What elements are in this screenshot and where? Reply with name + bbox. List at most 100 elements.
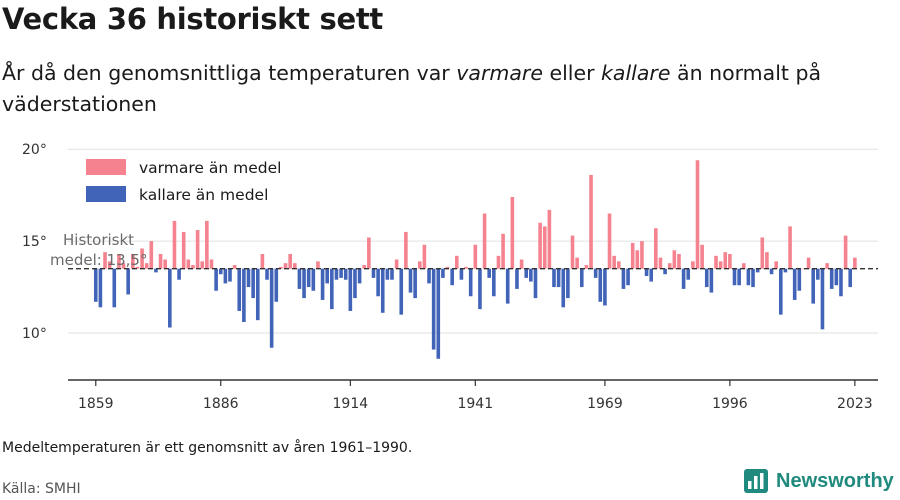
bar-warm <box>473 244 478 269</box>
legend-swatch-warm <box>86 159 126 175</box>
bar-warm <box>130 253 135 269</box>
bar-warm <box>292 263 297 269</box>
bar-warm <box>422 244 427 269</box>
bar-warm <box>700 244 704 269</box>
bar-cold <box>820 268 825 330</box>
bar-warm <box>279 266 283 269</box>
bar-cold <box>732 268 737 286</box>
bar-warm <box>825 263 829 269</box>
x-tick-label: 1969 <box>587 396 623 412</box>
bar-warm <box>853 257 857 269</box>
subtitle-cold-word: kallare <box>601 61 671 85</box>
bar-warm <box>404 231 408 269</box>
bar-cold <box>399 268 404 315</box>
bar-cold <box>436 268 441 359</box>
bar-cold <box>492 268 496 297</box>
chart-title: Vecka 36 historiskt sett <box>2 2 383 36</box>
bar-cold <box>552 268 556 288</box>
bar-cold <box>390 268 394 280</box>
bar-cold <box>737 268 741 286</box>
brand-logo-link[interactable]: Newsworthy <box>744 469 894 493</box>
bar-warm <box>728 253 732 269</box>
bar-cold <box>168 268 172 328</box>
y-tick-label: 15° <box>22 234 47 250</box>
bar-cold <box>427 268 431 284</box>
bar-cold <box>255 268 260 321</box>
bar-warm <box>843 235 848 269</box>
bar-cold <box>343 268 348 280</box>
bar-cold <box>598 268 603 302</box>
bar-cold <box>376 268 380 297</box>
baseline-annotation-line2: medel: 13,5° <box>50 251 147 269</box>
bar-cold <box>769 268 774 275</box>
bar-warm <box>367 237 371 269</box>
bar-cold <box>274 268 279 302</box>
bar-warm <box>260 253 265 269</box>
bar-warm <box>542 226 547 269</box>
bar-cold <box>515 268 519 289</box>
bar-cold <box>593 268 598 278</box>
bar-warm <box>501 233 505 269</box>
bar-warm <box>575 257 579 269</box>
bar-cold <box>223 268 228 284</box>
bar-cold <box>93 268 98 302</box>
bar-warm <box>103 252 107 269</box>
bar-cold <box>579 268 584 288</box>
bar-cold <box>792 268 797 300</box>
bar-warm <box>714 255 718 269</box>
bar-cold <box>459 268 464 280</box>
bar-warm <box>464 266 468 269</box>
bar-warm <box>144 263 149 269</box>
bar-cold <box>431 268 436 350</box>
bar-warm <box>667 263 672 269</box>
bar-warm <box>774 261 778 269</box>
bar-cold <box>621 268 626 289</box>
bar-warm <box>765 252 769 269</box>
bar-warm <box>394 259 399 269</box>
bar-chart-logo-icon <box>744 469 768 493</box>
bar-cold <box>848 268 853 288</box>
bar-cold <box>816 268 820 280</box>
subtitle-warm-word: varmare <box>456 61 543 85</box>
bar-warm <box>135 266 140 269</box>
bar-warm <box>417 261 422 269</box>
bar-cold <box>811 268 815 304</box>
bar-cold <box>154 268 158 273</box>
bar-warm <box>316 261 320 269</box>
baseline-annotation: Historiskt medel: 13,5° <box>50 231 147 269</box>
source-credit: Källa: SMHI <box>2 481 81 497</box>
bar-warm <box>140 248 144 269</box>
bar-warm <box>205 220 209 269</box>
bar-cold <box>566 268 570 299</box>
bar-cold <box>112 268 117 308</box>
bar-cold <box>505 268 510 304</box>
bar-cold <box>797 268 802 291</box>
bar-warm <box>538 222 542 269</box>
bar-cold <box>704 268 709 288</box>
bar-chart: 10° 15° 20° 1859 1886 1914 1941 1969 1996 2023 v… <box>22 142 878 412</box>
y-tick-label: 20° <box>22 142 47 158</box>
bar-cold <box>320 268 325 300</box>
subtitle-text-middle: eller <box>542 61 602 85</box>
bar-warm <box>445 266 450 269</box>
bar-warm <box>191 265 195 269</box>
bar-cold <box>218 268 223 275</box>
x-tick-label: 1941 <box>457 396 493 412</box>
x-tick-label: 1859 <box>78 396 114 412</box>
y-tick-label: 10° <box>22 326 47 342</box>
bar-cold <box>783 268 788 273</box>
bar-warm <box>718 261 723 269</box>
bar-warm <box>482 213 487 269</box>
bar-cold <box>325 268 329 284</box>
bar-cold <box>644 268 649 277</box>
bar-warm <box>635 250 640 269</box>
legend-swatch-cold <box>86 186 126 202</box>
x-axis-ticks: 1859 1886 1914 1941 1969 1996 2023 <box>78 380 873 412</box>
bar-cold <box>371 268 376 278</box>
bar-cold <box>380 268 385 313</box>
bar-cold <box>746 268 751 286</box>
bar-cold <box>242 268 246 323</box>
bar-warm <box>195 230 200 269</box>
bar-cold <box>649 268 653 282</box>
bar-warm <box>121 263 126 269</box>
